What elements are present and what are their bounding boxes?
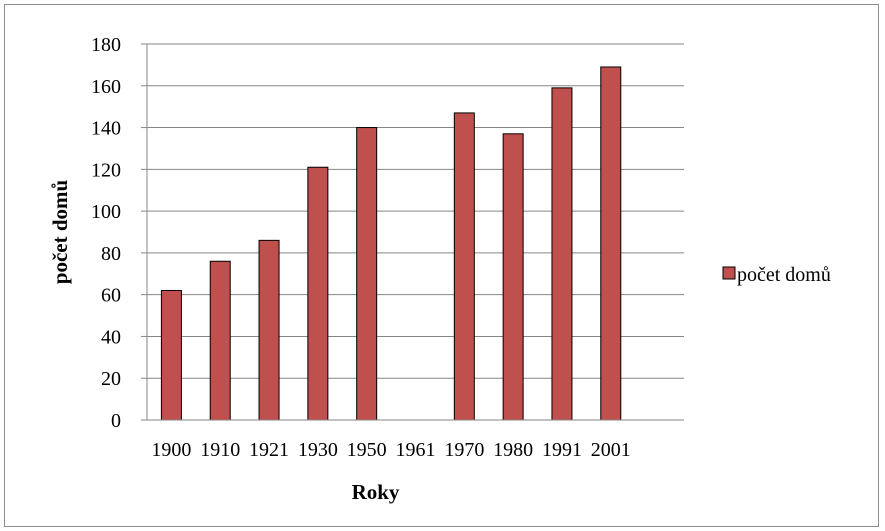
legend-label: počet domů (737, 264, 831, 286)
gridlines (147, 43, 684, 379)
legend-swatch (722, 266, 736, 280)
y-tick-label: 180 (91, 34, 121, 56)
y-tick-label: 160 (91, 76, 121, 98)
x-axis-title: Roky (352, 480, 400, 504)
y-tick-label: 80 (101, 243, 121, 265)
y-tick-label: 100 (91, 201, 121, 223)
x-axis-ticks: 1900 1910 1921 1930 1950 1961 1970 1980 1991 2001 (151, 439, 630, 461)
bar-1991 (551, 87, 573, 421)
x-tick-label: 1930 (298, 439, 338, 461)
x-tick-label: 1950 (347, 439, 387, 461)
y-tick-label: 140 (91, 118, 121, 140)
x-tick-label: 2001 (591, 439, 631, 461)
y-tick-label: 60 (101, 285, 121, 307)
bars (160, 66, 622, 421)
y-axis-ticks: 0 20 40 60 80 100 120 140 160 180 (91, 34, 147, 432)
x-tick-label: 1961 (396, 439, 436, 461)
x-tick-label: 1980 (493, 439, 533, 461)
x-tick-label: 1921 (249, 439, 289, 461)
bar-1921 (258, 239, 280, 421)
x-tick-label: 1900 (151, 439, 191, 461)
bar-1930 (307, 166, 329, 421)
chart-frame (4, 4, 879, 527)
bar-1980 (502, 133, 524, 421)
legend: počet domů (722, 264, 831, 286)
bar-2001 (600, 66, 622, 421)
y-tick-label: 20 (101, 368, 121, 390)
y-tick-label: 40 (101, 326, 121, 348)
bar-1950 (356, 127, 378, 421)
x-tick-label: 1970 (444, 439, 484, 461)
x-tick-label: 1910 (200, 439, 240, 461)
bar-1900 (160, 289, 182, 421)
bar-1910 (209, 260, 231, 421)
x-tick-label: 1991 (542, 439, 582, 461)
y-axis-title: počet domů (48, 179, 72, 284)
bar-1970 (453, 112, 475, 421)
y-tick-label: 120 (91, 159, 121, 181)
y-tick-label: 0 (111, 410, 121, 432)
